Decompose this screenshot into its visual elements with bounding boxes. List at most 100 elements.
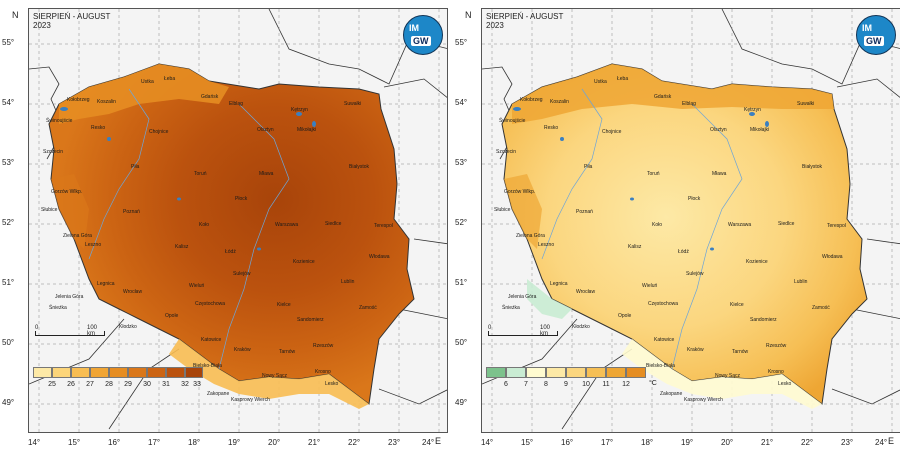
latitude-label: 55° bbox=[455, 38, 468, 47]
longitude-label: 23° bbox=[388, 438, 401, 447]
longitude-label: 19° bbox=[681, 438, 694, 447]
map-canvas bbox=[482, 9, 900, 432]
city-label: Zakopane bbox=[207, 391, 230, 397]
city-label: Rzeszów bbox=[313, 343, 334, 349]
city-label: Wrocław bbox=[123, 289, 143, 295]
longitude-label: 18° bbox=[641, 438, 654, 447]
city-label: Siedlce bbox=[325, 221, 342, 227]
city-label: Kraków bbox=[234, 347, 251, 353]
city-label: Mława bbox=[712, 171, 727, 177]
latitude-label: 53° bbox=[455, 158, 468, 167]
city-label: Zielona Góra bbox=[516, 233, 545, 239]
city-label: Gdańsk bbox=[201, 94, 219, 100]
city-label: Kasprowy Wierch bbox=[684, 397, 723, 403]
city-label: Resko bbox=[544, 125, 559, 131]
city-label: Białystok bbox=[349, 164, 370, 170]
coastal-zone bbox=[512, 64, 834, 124]
longitude-label: 16° bbox=[108, 438, 121, 447]
lakes bbox=[513, 107, 769, 251]
city-label: Kasprowy Wierch bbox=[231, 397, 270, 403]
logo-text-top: IM bbox=[409, 23, 419, 33]
city-label: Leszno bbox=[85, 242, 102, 248]
city-label: Warszawa bbox=[275, 222, 299, 228]
city-label: Szczecin bbox=[496, 149, 517, 155]
legend-tick: 33 bbox=[193, 381, 201, 388]
lakes bbox=[60, 107, 316, 251]
east-label: E bbox=[888, 436, 895, 446]
city-label: Piła bbox=[584, 164, 593, 170]
city-label: Sulejów bbox=[233, 271, 251, 277]
city-label: Lublin bbox=[794, 279, 808, 285]
title-month: SIERPIEŃ - AUGUST bbox=[486, 12, 564, 21]
city-label: Piła bbox=[131, 164, 140, 170]
north-label: N bbox=[12, 10, 19, 20]
city-label: Poznań bbox=[576, 209, 593, 215]
city-label: Kołobrzeg bbox=[520, 97, 543, 103]
city-label: Tarnów bbox=[279, 349, 296, 355]
legend-tick: 28 bbox=[105, 381, 113, 388]
imgw-logo: IM GW bbox=[856, 15, 896, 55]
city-label: Lesko bbox=[778, 381, 792, 387]
legend-tick: 9 bbox=[564, 381, 568, 388]
longitude-label: 19° bbox=[228, 438, 241, 447]
longitude-label: 14° bbox=[28, 438, 41, 447]
mountain-zone bbox=[169, 339, 369, 409]
city-label: Tarnów bbox=[732, 349, 749, 355]
city-label: Ustka bbox=[594, 79, 607, 85]
rivers bbox=[88, 88, 290, 370]
city-label: Poznań bbox=[123, 209, 140, 215]
logo-circle bbox=[856, 15, 896, 55]
latitude-label: 49° bbox=[455, 398, 468, 407]
city-label: Jelenia Góra bbox=[55, 294, 84, 300]
longitude-label: 24° bbox=[875, 438, 888, 447]
logo-text-top: IM bbox=[862, 23, 872, 33]
city-label: Suwałki bbox=[797, 101, 815, 107]
city-label: Warszawa bbox=[728, 222, 752, 228]
city-label: Kielce bbox=[277, 302, 291, 308]
city-label: Wieluń bbox=[642, 283, 658, 289]
city-label: Kętrzyn bbox=[291, 107, 308, 113]
logo-circle bbox=[403, 15, 443, 55]
legend-tick: 29 bbox=[124, 381, 132, 388]
city-label: Łódź bbox=[678, 249, 689, 255]
city-label: Opole bbox=[165, 313, 179, 319]
max-temperature-map-panel: SIERPIEŃ - AUGUST 2023 IM GW Ustka Kołob… bbox=[2, 8, 448, 447]
city-label: Rzeszów bbox=[766, 343, 787, 349]
city-label: Sandomierz bbox=[297, 317, 324, 323]
city-label: Katowice bbox=[654, 337, 675, 343]
city-label: Opole bbox=[618, 313, 632, 319]
city-label: Słubice bbox=[494, 207, 511, 213]
city-label: Włodawa bbox=[369, 254, 390, 260]
longitude-label: 22° bbox=[348, 438, 361, 447]
city-label: Terespol bbox=[827, 223, 846, 229]
city-label: Koszalin bbox=[97, 99, 116, 105]
map-frame: SIERPIEŃ - AUGUST 2023 IM GW Ustka Kołob… bbox=[28, 8, 448, 433]
poland-temperature-field bbox=[501, 63, 868, 405]
rivers bbox=[541, 88, 743, 370]
legend-tick: 8 bbox=[544, 381, 548, 388]
north-label: N bbox=[465, 10, 472, 20]
city-label: Kozienice bbox=[293, 259, 315, 265]
city-label-swinoujscie: Świnoujście bbox=[46, 118, 73, 124]
city-label: Kielce bbox=[730, 302, 744, 308]
city-label: Krosno bbox=[315, 369, 331, 375]
latitude-label: 55° bbox=[2, 38, 15, 47]
city-label: Elbląg bbox=[682, 101, 696, 107]
logo-text-bottom: GW bbox=[864, 36, 884, 46]
latitude-label: 51° bbox=[455, 278, 468, 287]
city-label: Elbląg bbox=[229, 101, 243, 107]
scale-end-label: 100 km bbox=[87, 325, 98, 337]
legend-tick: 26 bbox=[67, 381, 75, 388]
city-label: Lesko bbox=[325, 381, 339, 387]
city-label: Śnieżka bbox=[502, 305, 520, 311]
legend-unit: °C bbox=[649, 380, 657, 387]
city-label: Jelenia Góra bbox=[508, 294, 537, 300]
city-label-leba: Łeba bbox=[164, 76, 176, 82]
city-label: Szczecin bbox=[43, 149, 64, 155]
city-label: Gorzów Wlkp. bbox=[504, 189, 536, 195]
city-label: Kalisz bbox=[628, 244, 642, 250]
city-label: Wrocław bbox=[576, 289, 596, 295]
mountain-cold-zone bbox=[527, 279, 572, 319]
map-title: SIERPIEŃ - AUGUST 2023 bbox=[33, 12, 110, 30]
latitude-label: 52° bbox=[2, 218, 15, 227]
